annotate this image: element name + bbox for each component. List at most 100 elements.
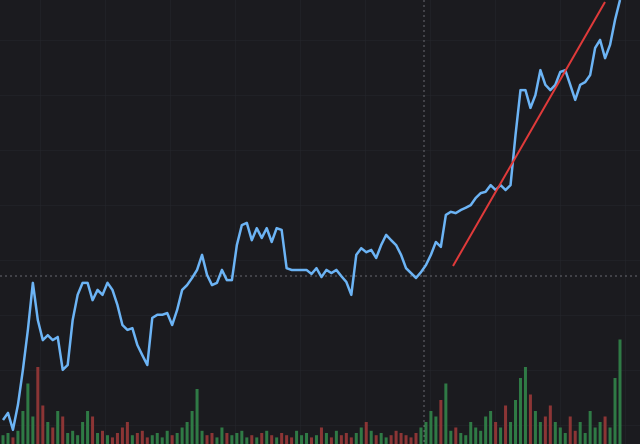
volume-bar xyxy=(51,427,55,444)
volume-bar xyxy=(469,422,473,444)
volume-bar xyxy=(444,383,448,444)
volume-bar xyxy=(71,430,75,444)
volume-bar xyxy=(329,437,333,444)
volume-bar xyxy=(484,416,488,444)
volume-bar xyxy=(21,411,25,444)
volume-bar xyxy=(205,435,209,444)
volume-bar xyxy=(120,427,124,444)
volume-bar xyxy=(96,433,100,444)
volume-bar xyxy=(110,437,114,444)
volume-bar xyxy=(240,430,244,444)
volume-bar xyxy=(603,416,607,444)
volume-bar xyxy=(414,433,418,444)
volume-bar xyxy=(314,435,318,444)
volume-bar xyxy=(369,430,373,444)
volume-bar xyxy=(429,411,433,444)
volume-bar xyxy=(553,422,557,444)
volume-bar xyxy=(36,367,40,444)
volume-bar xyxy=(608,427,612,444)
volume-bar xyxy=(593,427,597,444)
volume-bar xyxy=(334,430,338,444)
volume-bar xyxy=(543,416,547,444)
volume-bar xyxy=(11,437,15,444)
volume-bar xyxy=(379,433,383,444)
volume-bar xyxy=(613,378,617,444)
volume-bar xyxy=(459,433,463,444)
volume-bar xyxy=(518,378,522,444)
volume-bar xyxy=(190,411,194,444)
volume-bar xyxy=(66,433,70,444)
volume-bar xyxy=(558,427,562,444)
volume-bar xyxy=(324,433,328,444)
volume-bar xyxy=(200,430,204,444)
volume-bar xyxy=(523,367,527,444)
volume-bar xyxy=(210,433,214,444)
volume-bar xyxy=(404,435,408,444)
volume-bar xyxy=(474,427,478,444)
volume-bar xyxy=(265,430,269,444)
volume-bar xyxy=(354,433,358,444)
volume-bar xyxy=(145,437,149,444)
volume-bar xyxy=(91,416,95,444)
volume-bar xyxy=(528,394,532,444)
volume-bar xyxy=(6,433,10,444)
price-line xyxy=(1,0,622,432)
volume-bar xyxy=(514,400,518,444)
volume-bar xyxy=(389,435,393,444)
volume-bar xyxy=(255,437,259,444)
volume-bar xyxy=(424,422,428,444)
volume-bar xyxy=(180,427,184,444)
volume-bar xyxy=(155,433,159,444)
volume-bar xyxy=(140,430,144,444)
volume-bar xyxy=(165,430,169,444)
volume-bar xyxy=(260,433,264,444)
volume-bar xyxy=(548,405,552,444)
volume-bar xyxy=(598,422,602,444)
volume-bar xyxy=(419,427,423,444)
volume-bar xyxy=(41,405,45,444)
volume-layer xyxy=(1,339,622,444)
volume-bar xyxy=(305,433,309,444)
trend-line xyxy=(452,1,606,267)
volume-bar xyxy=(250,435,254,444)
volume-bar xyxy=(399,433,403,444)
volume-bar xyxy=(26,383,30,444)
volume-bar xyxy=(494,422,498,444)
volume-bar xyxy=(86,411,90,444)
volume-bar xyxy=(454,427,458,444)
volume-bar xyxy=(439,400,443,444)
volume-bar xyxy=(170,435,174,444)
volume-bar xyxy=(434,416,438,444)
volume-bar xyxy=(185,422,189,444)
volume-bar xyxy=(76,435,80,444)
volume-bar xyxy=(563,433,567,444)
volume-bar xyxy=(61,416,65,444)
volume-bar xyxy=(16,430,20,444)
volume-bar xyxy=(235,433,239,444)
price-layer xyxy=(1,0,622,432)
volume-bar xyxy=(290,437,294,444)
volume-bar xyxy=(504,405,508,444)
volume-bar xyxy=(464,435,468,444)
volume-bar xyxy=(499,427,503,444)
volume-bar xyxy=(56,411,60,444)
volume-bar xyxy=(31,416,35,444)
volume-bar xyxy=(319,427,323,444)
volume-bar xyxy=(135,433,139,444)
volume-bar xyxy=(285,435,289,444)
volume-bar xyxy=(449,430,453,444)
volume-bar xyxy=(1,435,5,444)
volume-bar xyxy=(115,433,119,444)
volume-bar xyxy=(344,433,348,444)
volume-bar xyxy=(583,433,587,444)
volume-bar xyxy=(479,430,483,444)
volume-bar xyxy=(46,422,50,444)
volume-bar xyxy=(374,435,378,444)
volume-bar xyxy=(538,422,542,444)
volume-bar xyxy=(230,435,234,444)
volume-bar xyxy=(225,433,229,444)
volume-bar xyxy=(533,411,537,444)
volume-bar xyxy=(489,411,493,444)
